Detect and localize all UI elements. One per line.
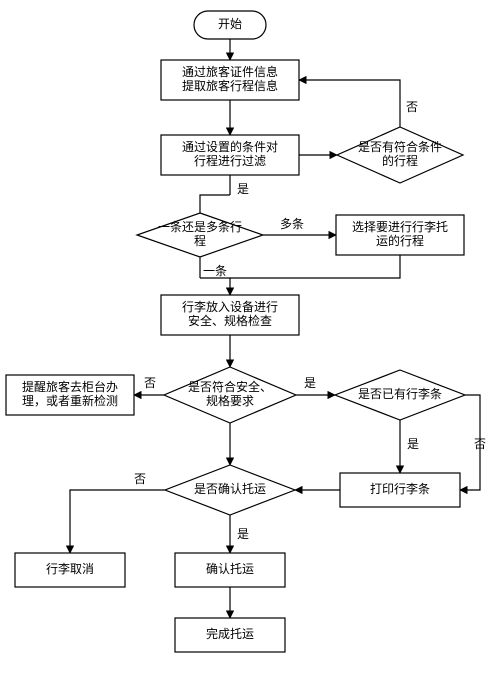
edge-label: 是 — [407, 437, 419, 451]
node-has_tag: 是否已有行李条 — [335, 370, 465, 420]
edge-label: 否 — [144, 376, 156, 390]
node-text: 打印行李条 — [370, 481, 430, 496]
edge-label: 是 — [304, 376, 316, 390]
edge — [70, 490, 165, 553]
node-text: 提取旅客行程信息 — [182, 78, 278, 93]
edge-label: 是 — [237, 527, 249, 541]
node-text: 行李取消 — [46, 561, 94, 576]
node-filter: 通过设置的条件对行程进行过滤 — [161, 135, 299, 175]
node-start: 开始 — [194, 11, 266, 39]
node-print_tag: 打印行李条 — [340, 473, 460, 507]
edge-label: 否 — [406, 100, 418, 114]
node-text: 的行程 — [382, 153, 418, 168]
edge — [230, 255, 400, 278]
edge-label: 否 — [134, 472, 146, 486]
node-text: 行李放入设备进行 — [182, 299, 278, 314]
node-text: 确认托运 — [206, 562, 254, 576]
node-check: 行李放入设备进行安全、规格检查 — [161, 295, 299, 335]
node-is_safe: 是否符合安全、规格要求 — [164, 367, 296, 423]
node-extract: 通过旅客证件信息提取旅客行程信息 — [161, 60, 299, 100]
node-text: 选择要进行行李托 — [352, 219, 448, 234]
node-text: 理，或者重新检测 — [22, 393, 118, 408]
node-text: 行程进行过滤 — [194, 153, 266, 168]
edge — [299, 80, 400, 127]
node-one_or_many: 一条还是多条行程 — [137, 213, 263, 257]
node-text: 是否有符合条件 — [358, 139, 442, 154]
node-text: 通过旅客证件信息 — [182, 64, 278, 79]
node-text: 开始 — [218, 17, 242, 31]
node-text: 完成托运 — [206, 626, 254, 641]
node-text: 通过设置的条件对 — [182, 139, 278, 154]
node-confirm_q: 是否确认托运 — [165, 465, 295, 515]
node-cancel: 行李取消 — [15, 553, 125, 587]
node-text: 规格要求 — [206, 393, 254, 408]
edge-label: 多条 — [280, 217, 304, 231]
node-text: 安全、规格检查 — [188, 313, 272, 328]
node-text: 是否符合安全、 — [188, 379, 272, 394]
node-text: 是否确认托运 — [194, 482, 266, 496]
edge-label: 一条 — [203, 264, 227, 278]
node-text: 运的行程 — [376, 233, 424, 248]
node-text: 一条还是多条行 — [158, 220, 242, 234]
edge — [200, 195, 230, 213]
node-text: 是否已有行李条 — [358, 386, 442, 401]
node-confirm: 确认托运 — [175, 553, 285, 587]
edge-label: 是 — [237, 182, 249, 196]
flowchart-canvas: 否是多条一条否是是否否是开始通过旅客证件信息提取旅客行程信息通过设置的条件对行程… — [0, 0, 500, 673]
node-done: 完成托运 — [175, 618, 285, 652]
node-text: 程 — [194, 233, 206, 248]
node-select_trip: 选择要进行行李托运的行程 — [336, 215, 464, 255]
node-remind: 提醒旅客去柜台办理，或者重新检测 — [6, 375, 134, 415]
edge — [200, 278, 230, 295]
nodes-layer: 开始通过旅客证件信息提取旅客行程信息通过设置的条件对行程进行过滤是否有符合条件的… — [6, 11, 465, 652]
edge-label: 否 — [474, 437, 486, 451]
node-has_trip: 是否有符合条件的行程 — [337, 127, 463, 183]
node-text: 提醒旅客去柜台办 — [22, 379, 118, 394]
